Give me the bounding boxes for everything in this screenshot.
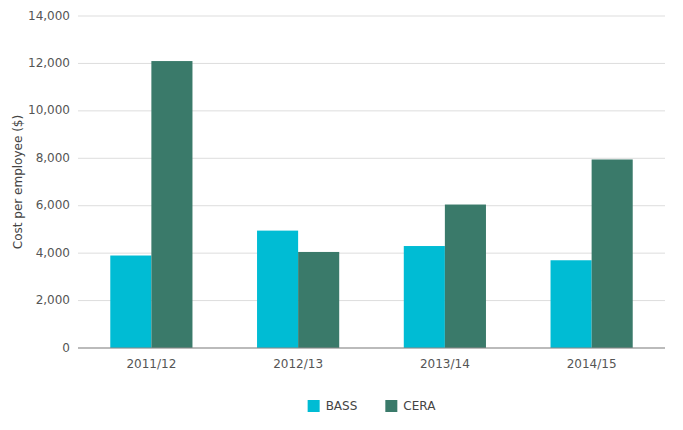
bar: [445, 205, 486, 348]
x-tick-label: 2012/13: [273, 357, 323, 371]
x-tick-label: 2013/14: [420, 357, 470, 371]
x-axis-line: [78, 348, 665, 349]
y-tick-label: 14,000: [28, 9, 70, 23]
legend-item: BASS: [308, 399, 358, 413]
bar: [298, 252, 339, 348]
bar: [110, 256, 151, 348]
bars: [110, 61, 632, 348]
y-tick-label: 2,000: [36, 293, 70, 307]
bar: [592, 159, 633, 348]
y-tick-label: 6,000: [36, 198, 70, 212]
y-tick-label: 8,000: [36, 151, 70, 165]
y-tick-label: 0: [62, 341, 70, 355]
legend: BASS CERA: [308, 399, 437, 413]
chart-svg: 0 2,000 4,000 6,000 8,000 10,000 12,000 14,000 2…: [0, 0, 683, 430]
bar: [257, 231, 298, 348]
legend-swatch: [385, 400, 397, 412]
grid-line: [78, 348, 665, 349]
legend-label: BASS: [326, 399, 358, 413]
x-ticks: 2011/12 2012/13 2013/14 2014/15: [126, 357, 616, 371]
y-tick-label: 4,000: [36, 246, 70, 260]
bar: [151, 61, 192, 348]
chart-container: 0 2,000 4,000 6,000 8,000 10,000 12,000 14,000 2…: [0, 0, 683, 430]
x-tick-label: 2011/12: [126, 357, 176, 371]
y-tick-label: 12,000: [28, 56, 70, 70]
legend-item: CERA: [385, 399, 436, 413]
y-axis-label: Cost per employee ($): [11, 115, 25, 249]
bar: [404, 246, 445, 348]
y-tick-label: 10,000: [28, 103, 70, 117]
series-bars: [151, 61, 632, 348]
grid-line: [78, 16, 665, 17]
bar: [551, 260, 592, 348]
legend-swatch: [308, 400, 320, 412]
legend-label: CERA: [403, 399, 436, 413]
y-ticks: 0 2,000 4,000 6,000 8,000 10,000 12,000 14,000: [28, 9, 70, 355]
x-tick-label: 2014/15: [567, 357, 617, 371]
grid: [78, 16, 665, 348]
